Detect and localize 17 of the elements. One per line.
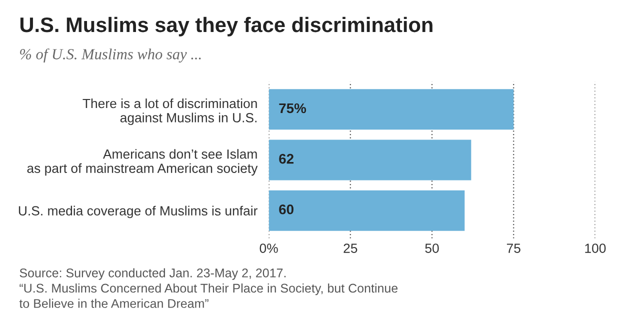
data-label: 60: [279, 204, 294, 214]
x-tick-label: 75: [506, 244, 520, 253]
bar: [268, 89, 514, 130]
bar: [268, 140, 472, 180]
y-tick-label: U.S. media coverage of Muslims is unfair: [18, 206, 258, 218]
y-tick-label: Americans don’t see Islam as part of mainstream American society: [27, 149, 258, 176]
x-tick-label: 50: [425, 244, 439, 253]
x-tick-label: 0%: [260, 244, 278, 253]
chart-title: U.S. Muslims say they face discrimination: [20, 16, 432, 36]
data-label: 62: [279, 154, 294, 164]
y-tick-label: There is a lot of discrimination against Muslims in U.S.: [82, 98, 257, 125]
source-note: Source: Survey conducted Jan. 23-May 2, 2017. “U.S. Muslims Concerned About Their Place in Society, but Continue to Believe in the American Dream”: [19, 268, 398, 308]
x-tick-label: 100: [585, 244, 606, 253]
text: % of U.S. Muslims who say ...: [20, 48, 201, 62]
bar: [268, 190, 465, 231]
data-label: 75%: [279, 103, 306, 114]
x-tick-label: 25: [344, 244, 358, 253]
